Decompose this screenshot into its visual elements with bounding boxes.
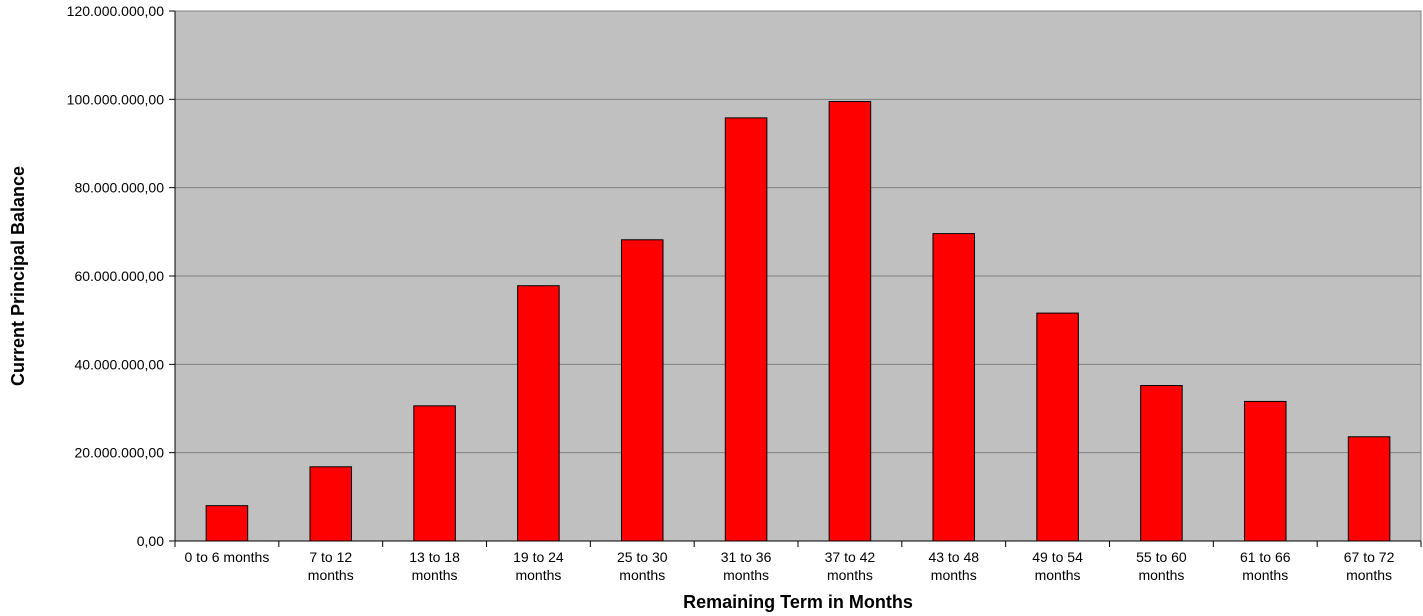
y-tick-label: 0,00 — [137, 533, 164, 549]
x-tick-label: 31 to 36 months — [721, 549, 772, 583]
bar — [309, 466, 353, 542]
x-tick-label: 55 to 60 months — [1136, 549, 1187, 583]
bar — [828, 101, 872, 542]
x-tick-label: 13 to 18 months — [409, 549, 460, 583]
bar — [724, 117, 768, 542]
bar — [620, 239, 664, 542]
y-tick-label: 60.000.000,00 — [74, 268, 164, 284]
x-tick-label: 25 to 30 months — [617, 549, 668, 583]
y-tick-labels: 0,00 20.000.000,00 40.000.000,00 60.000.000… — [67, 3, 165, 549]
x-tick-label: 19 to 24 months — [513, 549, 564, 583]
y-tick-label: 120.000.000,00 — [67, 3, 165, 19]
y-axis-title: Current Principal Balance — [8, 166, 28, 386]
bar — [1036, 312, 1079, 542]
y-tick-label: 20.000.000,00 — [74, 445, 164, 461]
x-tick-label: 37 to 42 months — [825, 549, 876, 583]
bar — [205, 505, 249, 542]
bar — [1140, 385, 1183, 542]
x-tick-label: 67 to 72 months — [1344, 549, 1395, 583]
gridlines — [169, 10, 1422, 547]
y-tick-label: 40.000.000,00 — [74, 356, 164, 372]
x-tick-labels: 0 to 6 months 7 to 12 months 13 to 18 months… — [185, 549, 1395, 583]
y-tick-label: 80.000.000,00 — [74, 180, 164, 196]
x-tick-label: 49 to 54 months — [1032, 549, 1083, 583]
x-tick-label: 0 to 6 months — [185, 549, 270, 565]
bars — [205, 101, 1391, 542]
x-tick-label: 43 to 48 months — [928, 549, 979, 583]
bar — [932, 233, 976, 542]
bar — [1347, 436, 1391, 542]
bar — [1243, 400, 1287, 542]
x-tick-label: 61 to 66 months — [1240, 549, 1291, 583]
x-tick-label: 7 to 12 months — [308, 549, 354, 583]
bar — [413, 405, 456, 542]
bar — [517, 285, 560, 542]
y-tick-label: 100.000.000,00 — [67, 91, 165, 107]
x-axis-title: Remaining Term in Months — [683, 592, 913, 612]
